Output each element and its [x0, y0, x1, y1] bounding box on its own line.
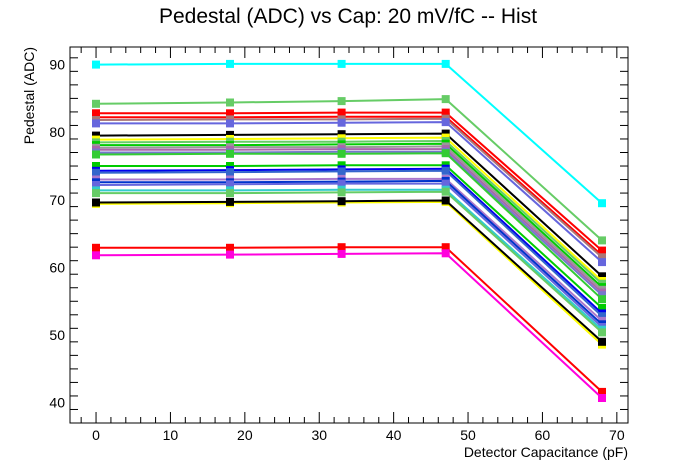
data-point	[441, 95, 450, 104]
series-25	[92, 243, 606, 396]
data-point	[92, 150, 100, 159]
series-17	[92, 166, 606, 321]
data-point	[226, 149, 234, 158]
data-point	[441, 249, 450, 258]
y-tick-label: 50	[49, 327, 65, 343]
data-point	[92, 198, 100, 207]
data-point	[226, 119, 234, 128]
data-point	[337, 97, 346, 106]
series-26	[92, 249, 606, 402]
data-point	[226, 197, 234, 206]
data-point	[337, 59, 346, 68]
data-point	[226, 162, 234, 170]
data-point	[337, 167, 346, 176]
series-19	[92, 176, 606, 329]
data-point	[337, 108, 346, 117]
y-axis-ticks: 40 50 60 70 80 90	[49, 57, 628, 424]
x-tick-label: 0	[92, 427, 100, 443]
data-point	[337, 188, 346, 197]
series-line	[95, 136, 603, 282]
data-point	[598, 199, 606, 208]
x-tick-label: 30	[311, 427, 327, 443]
x-tick-label: 20	[237, 427, 253, 443]
x-axis-ticks: 0 10 20 30 40 50 60 70	[80, 47, 625, 443]
data-point	[92, 243, 100, 252]
series-5	[92, 114, 606, 262]
data-point	[337, 161, 346, 170]
data-point	[598, 295, 606, 304]
data-point	[598, 337, 606, 346]
x-tick-label: 40	[386, 427, 402, 443]
data-point	[337, 130, 346, 139]
chart-title: Pedestal (ADC) vs Cap: 20 mV/fC -- Hist	[159, 5, 537, 28]
series-24	[92, 196, 606, 346]
x-tick-label: 10	[163, 427, 179, 443]
series-6	[92, 118, 606, 267]
data-point	[226, 130, 234, 139]
data-point	[337, 197, 346, 206]
data-point	[92, 99, 100, 108]
data-point	[598, 304, 606, 312]
data-point	[92, 119, 100, 128]
data-point	[92, 189, 100, 198]
data-point	[226, 168, 234, 177]
data-point	[226, 189, 234, 198]
data-point	[441, 118, 450, 127]
y-tick-label: 80	[49, 124, 65, 140]
data-point	[441, 108, 450, 117]
x-tick-label: 50	[460, 427, 476, 443]
data-point	[226, 250, 234, 259]
series-22	[92, 187, 606, 337]
data-point	[598, 236, 606, 245]
data-point	[598, 394, 606, 402]
data-point	[598, 387, 606, 396]
y-tick-label: 40	[49, 395, 65, 411]
data-point	[337, 118, 346, 127]
series-2	[92, 95, 606, 245]
data-point	[441, 149, 450, 158]
data-point	[598, 312, 606, 321]
data-point	[92, 168, 100, 177]
data-point	[598, 253, 606, 262]
data-point	[337, 179, 346, 188]
data-point	[337, 243, 346, 252]
data-point	[598, 246, 606, 255]
y-axis-label: Pedestal (ADC)	[21, 47, 37, 144]
data-point	[92, 181, 100, 189]
data-point	[226, 98, 234, 107]
data-point	[441, 196, 450, 205]
data-point	[337, 249, 346, 258]
data-point	[226, 243, 234, 252]
x-tick-label: 60	[535, 427, 551, 443]
data-point	[92, 162, 100, 170]
y-tick-label: 70	[49, 192, 65, 208]
data-point	[441, 179, 450, 188]
series-10	[92, 139, 606, 292]
series-1	[92, 59, 606, 208]
x-tick-label: 70	[609, 427, 625, 443]
data-point	[598, 272, 606, 281]
data-point	[92, 251, 100, 260]
data-point	[441, 166, 450, 175]
y-tick-label: 60	[49, 259, 65, 275]
series-14	[92, 149, 606, 304]
x-axis-label: Detector Capacitance (pF)	[464, 444, 628, 460]
data-point	[598, 328, 606, 337]
data-point	[598, 258, 606, 267]
data-point	[441, 243, 450, 252]
series-layer	[92, 59, 606, 402]
data-point	[92, 60, 100, 69]
data-point	[337, 149, 346, 158]
series-line	[96, 246, 603, 393]
data-point	[226, 180, 234, 189]
y-tick-label: 90	[49, 57, 65, 73]
data-point	[441, 59, 450, 68]
data-point	[441, 187, 450, 196]
data-point	[226, 59, 234, 68]
